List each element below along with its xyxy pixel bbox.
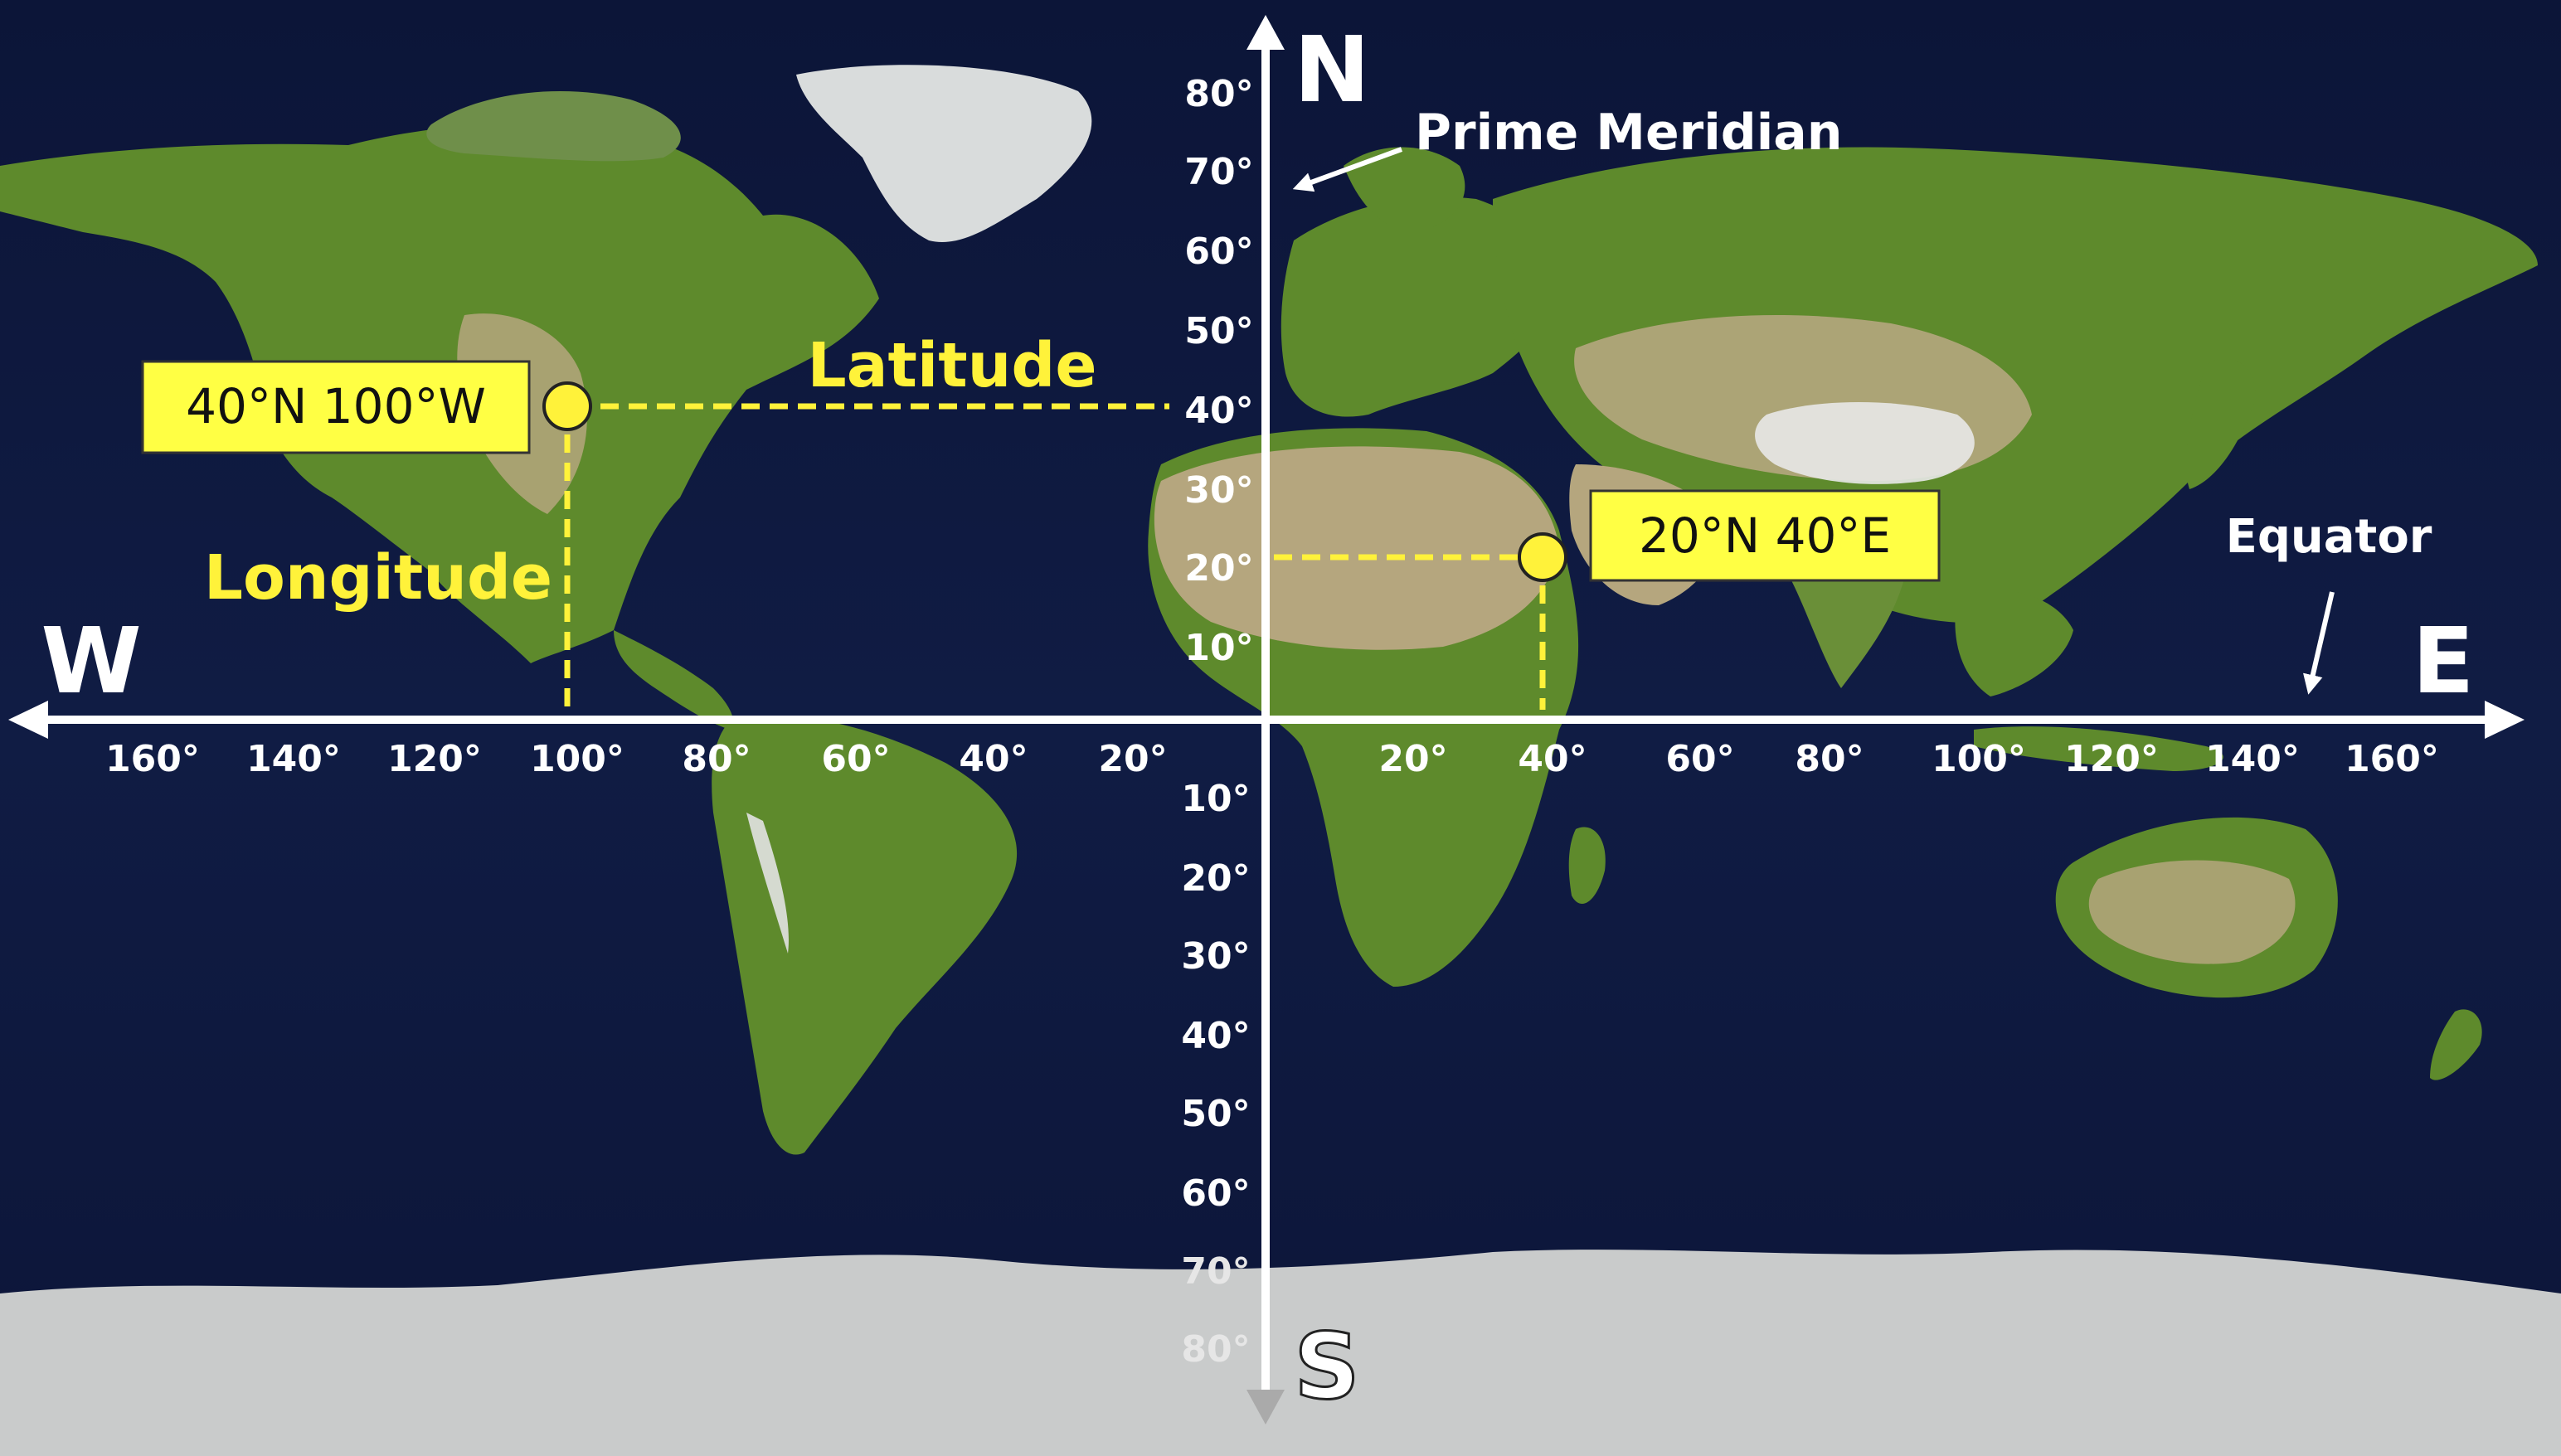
south-america (712, 716, 1018, 1155)
lat-label-n10: 10° (1184, 627, 1253, 669)
latitude-labels-north: 80° 70° 60° 50° 40° 30° 20° 10° (1184, 73, 1253, 669)
japan (2186, 358, 2256, 489)
andes (746, 813, 789, 954)
lon-label-w80: 80° (682, 738, 751, 780)
scandinavia (1344, 147, 1465, 232)
point-20n-40e: 20°N 40°E (1274, 489, 1941, 710)
lon-label-e140: 140° (2205, 738, 2300, 780)
lon-label-e160: 160° (2345, 738, 2439, 780)
equator-label: Equator (2226, 510, 2432, 564)
longitude-label: Longitude (204, 542, 552, 614)
sahara (1154, 446, 1559, 650)
lat-label-n30: 30° (1184, 469, 1253, 512)
lat-label-n40: 40° (1184, 390, 1253, 432)
north-arrowhead (1246, 15, 1285, 50)
coordinate-label-box (141, 360, 531, 454)
lat-label-n50: 50° (1184, 310, 1253, 352)
madagascar (1568, 827, 1606, 904)
lat-label-s50: 50° (1181, 1093, 1250, 1135)
greenland (796, 65, 1092, 242)
lat-label-s30: 30° (1181, 935, 1250, 978)
prime-meridian-pointer (1292, 147, 1403, 192)
new-zealand (2430, 1009, 2482, 1080)
lat-label-n80: 80° (1184, 73, 1253, 115)
compass-south: S (1294, 1313, 1359, 1420)
lat-label-s40: 40° (1181, 1015, 1250, 1057)
lon-label-e80: 80° (1795, 738, 1864, 780)
lon-label-e100: 100° (1932, 738, 2026, 780)
lat-label-n20: 20° (1184, 547, 1253, 590)
lon-label-w40: 40° (959, 738, 1028, 780)
lat-label-s80: 80° (1181, 1328, 1250, 1371)
lon-label-w160: 160° (105, 738, 200, 780)
west-arrowhead (8, 701, 48, 739)
lon-label-w60: 60° (821, 738, 890, 780)
indonesia (1974, 726, 2223, 771)
latitude-labels-south: 10° 20° 30° 40° 50° 60° 70° 80° (1181, 778, 1250, 1371)
lat-label-s20: 20° (1181, 857, 1250, 900)
east-arrowhead (2485, 701, 2525, 739)
lon-label-w100: 100° (530, 738, 624, 780)
lon-label-w120: 120° (387, 738, 482, 780)
point-40n-100w: 40°N 100°W (141, 360, 1169, 710)
axes (8, 15, 2525, 1424)
central-america (614, 630, 733, 730)
lon-label-w20: 20° (1098, 738, 1167, 780)
lat-label-s70: 70° (1181, 1250, 1250, 1293)
latitude-label: Latitude (807, 330, 1096, 401)
compass-west: W (41, 608, 141, 714)
longitude-labels-east: 20° 40° 60° 80° 100° 120° 140° 160° (1378, 738, 2439, 780)
point-marker (542, 381, 592, 431)
equator-pointer (2303, 591, 2335, 695)
lon-label-e40: 40° (1518, 738, 1587, 780)
lon-label-w140: 140° (246, 738, 341, 780)
compass-north: N (1294, 17, 1370, 123)
lon-label-e60: 60° (1665, 738, 1734, 780)
point-marker-2 (1518, 532, 1567, 582)
coordinate-label-box-2 (1589, 489, 1941, 582)
prime-meridian-label: Prime Meridian (1415, 104, 1843, 162)
lon-label-e120: 120° (2064, 738, 2159, 780)
antarctica (0, 1250, 2561, 1456)
lat-label-n60: 60° (1184, 231, 1253, 273)
lat-label-s10: 10° (1181, 778, 1250, 820)
australia-desert (2088, 860, 2296, 964)
southeast-asia (1955, 590, 2073, 696)
coordinate-label: 40°N 100°W (186, 378, 486, 434)
lon-label-e20: 20° (1378, 738, 1447, 780)
lat-label-s60: 60° (1181, 1172, 1250, 1215)
longitude-labels-west: 160° 140° 120° 100° 80° 60° 40° 20° (105, 738, 1168, 780)
compass-east: E (2412, 608, 2474, 714)
south-arrowhead (1246, 1390, 1285, 1424)
tibet-snow (1755, 402, 1975, 484)
lat-label-n70: 70° (1184, 151, 1253, 193)
coordinate-label-2: 20°N 40°E (1639, 507, 1891, 564)
arctic-islands (426, 91, 681, 162)
